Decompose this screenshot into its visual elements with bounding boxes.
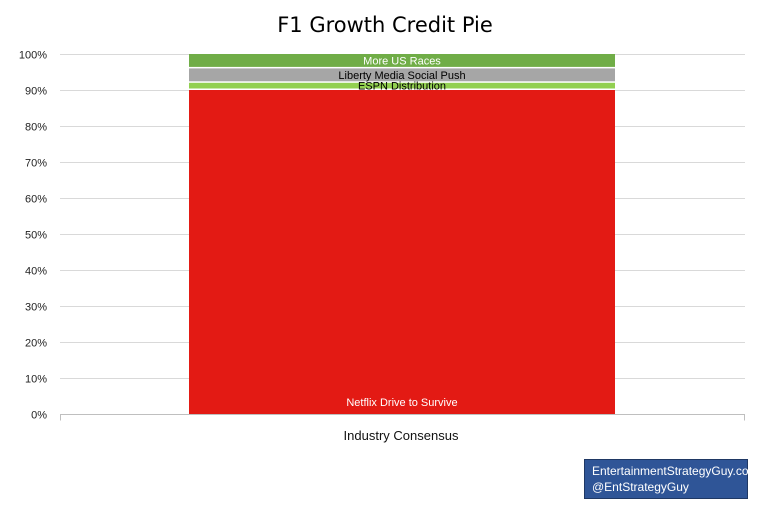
y-tick-label: 80%	[25, 122, 47, 134]
segment-label: Netflix Drive to Survive	[346, 397, 457, 409]
segment-label: ESPN Distribution	[358, 81, 446, 93]
y-tick-label: 30%	[25, 302, 47, 314]
segment-label: More US Races	[363, 55, 441, 67]
bar-segment	[189, 90, 615, 414]
chart-title: F1 Growth Credit Pie	[277, 13, 493, 37]
y-tick-label: 100%	[19, 50, 47, 62]
segment-label: Liberty Media Social Push	[338, 70, 465, 82]
y-tick-label: 40%	[25, 266, 47, 278]
y-tick-label: 10%	[25, 374, 47, 386]
y-axis-ticks: 0% 10% 20% 30% 40% 50% 60% 70% 80% 90% 100%	[19, 50, 47, 422]
x-category-label: Industry Consensus	[344, 428, 459, 443]
bar-segment	[189, 68, 615, 82]
watermark-handle: @EntStrategyGuy	[592, 480, 689, 494]
y-tick-label: 50%	[25, 230, 47, 242]
bar-segment	[189, 54, 615, 67]
x-axis-categories: Industry Consensus	[344, 428, 459, 443]
watermark-box: EntertainmentStrategyGuy.com @EntStrateg…	[584, 459, 759, 499]
watermark-website: EntertainmentStrategyGuy.com	[592, 464, 759, 478]
y-tick-label: 20%	[25, 338, 47, 350]
y-tick-label: 70%	[25, 158, 47, 170]
y-tick-label: 60%	[25, 194, 47, 206]
y-tick-label: 0%	[31, 410, 47, 422]
bar-segments	[189, 54, 615, 414]
bar-segment	[189, 82, 615, 89]
segment-labels: Netflix Drive to Survive ESPN Distributio…	[338, 55, 465, 409]
y-tick-label: 90%	[25, 86, 47, 98]
